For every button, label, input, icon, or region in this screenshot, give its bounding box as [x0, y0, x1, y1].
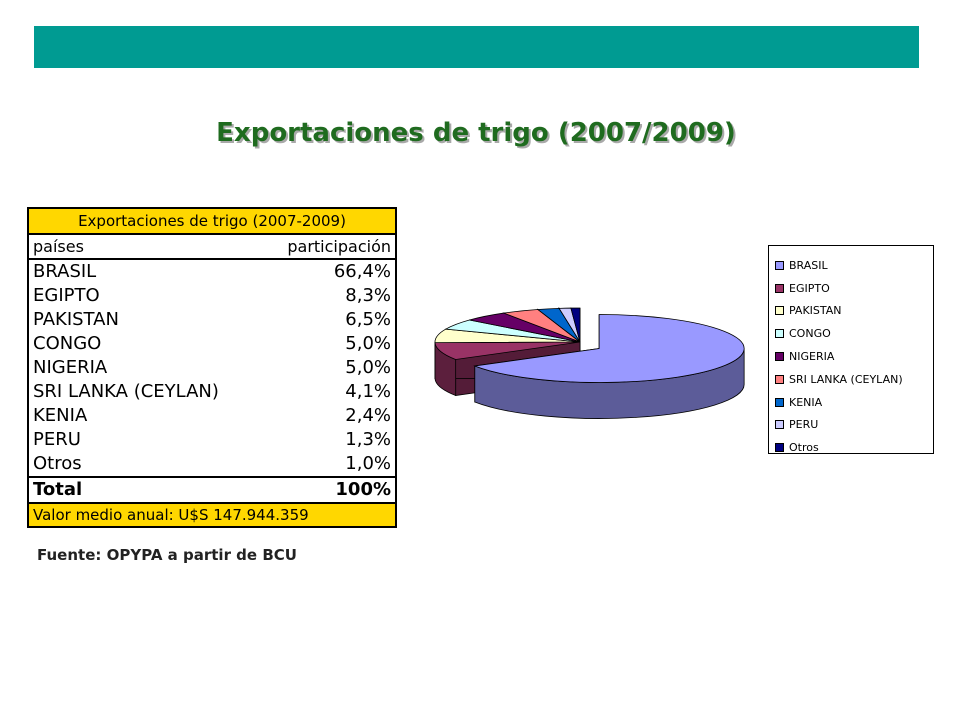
- share-cell: 5,0%: [345, 357, 391, 378]
- legend-item: BRASIL: [769, 254, 933, 277]
- country-cell: NIGERIA: [33, 357, 108, 378]
- legend-label: Otros: [789, 441, 819, 455]
- legend-label: BRASIL: [789, 258, 828, 272]
- table-row: NIGERIA 5,0%: [28, 356, 396, 380]
- legend-item: EGIPTO: [769, 277, 933, 300]
- legend-label: KENIA: [789, 395, 823, 409]
- country-cell: PAKISTAN: [33, 309, 119, 330]
- header-bar: [34, 26, 919, 68]
- pie-chart: [434, 306, 745, 419]
- legend-label: CONGO: [789, 327, 831, 341]
- share-cell: 1,0%: [345, 453, 391, 474]
- pie-slice-brasil: [473, 314, 745, 383]
- share-cell: 6,5%: [345, 309, 391, 330]
- country-cell: Otros: [33, 453, 82, 474]
- legend-swatch: [775, 397, 784, 407]
- annual-value-note: Valor medio anual: U$S 147.944.359: [28, 503, 396, 527]
- country-cell: BRASIL: [33, 261, 97, 282]
- table-row: CONGO 5,0%: [28, 332, 396, 356]
- legend-swatch: [775, 260, 784, 270]
- legend-label: SRI LANKA (CEYLAN): [789, 372, 903, 386]
- country-cell: EGIPTO: [33, 285, 100, 306]
- legend-swatch: [775, 420, 784, 430]
- total-value: 100%: [261, 476, 396, 504]
- table-header-row: países participación: [28, 234, 396, 260]
- table-row: PAKISTAN 6,5%: [28, 308, 396, 332]
- table-row: BRASIL 66,4%: [28, 259, 396, 284]
- legend-label: PERU: [789, 418, 819, 432]
- legend-item: PAKISTAN: [769, 300, 933, 323]
- total-row: Total 100%: [28, 476, 396, 504]
- country-cell: CONGO: [33, 333, 102, 354]
- table-title-row: Exportaciones de trigo (2007-2009): [28, 208, 396, 235]
- source-note: Fuente: OPYPA a partir de BCU: [37, 546, 297, 564]
- column-header-country: países: [28, 234, 262, 260]
- total-label: Total: [28, 476, 262, 504]
- table-row: Otros 1,0%: [28, 452, 396, 477]
- country-cell: SRI LANKA (CEYLAN): [33, 381, 219, 402]
- pie-slice-otros: [570, 307, 581, 343]
- chart-legend: BRASIL EGIPTO PAKISTAN CONGO NIGERIA SRI LANK…: [768, 245, 934, 454]
- legend-swatch: [775, 306, 784, 316]
- share-cell: 5,0%: [345, 333, 391, 354]
- legend-swatch: [775, 374, 784, 384]
- data-table: Exportaciones de trigo (2007-2009) paíse…: [27, 207, 397, 528]
- legend-item: PERU: [769, 414, 933, 437]
- country-cell: KENIA: [33, 405, 88, 426]
- table-footer-row: Valor medio anual: U$S 147.944.359: [28, 503, 396, 527]
- share-cell: 2,4%: [345, 405, 391, 426]
- table-title: Exportaciones de trigo (2007-2009): [28, 208, 396, 235]
- table-row: SRI LANKA (CEYLAN) 4,1%: [28, 380, 396, 404]
- legend-swatch: [775, 443, 784, 453]
- legend-label: NIGERIA: [789, 350, 835, 364]
- share-cell: 1,3%: [345, 429, 391, 450]
- legend-label: PAKISTAN: [789, 304, 842, 318]
- legend-item: NIGERIA: [769, 345, 933, 368]
- legend-item: CONGO: [769, 322, 933, 345]
- slide-title: Exportaciones de trigo (2007/2009): [216, 118, 736, 148]
- legend-swatch: [775, 352, 784, 362]
- legend-swatch: [775, 283, 784, 293]
- table-row: EGIPTO 8,3%: [28, 284, 396, 308]
- legend-swatch: [775, 329, 784, 339]
- table-row: KENIA 2,4%: [28, 404, 396, 428]
- share-cell: 66,4%: [333, 261, 391, 282]
- table-row: PERU 1,3%: [28, 428, 396, 452]
- legend-item: SRI LANKA (CEYLAN): [769, 368, 933, 391]
- country-cell: PERU: [33, 429, 81, 450]
- legend-label: EGIPTO: [789, 281, 830, 295]
- share-cell: 4,1%: [345, 381, 391, 402]
- legend-item: Otros: [769, 436, 933, 459]
- legend-item: KENIA: [769, 391, 933, 414]
- share-cell: 8,3%: [345, 285, 391, 306]
- column-header-share: participación: [261, 234, 396, 260]
